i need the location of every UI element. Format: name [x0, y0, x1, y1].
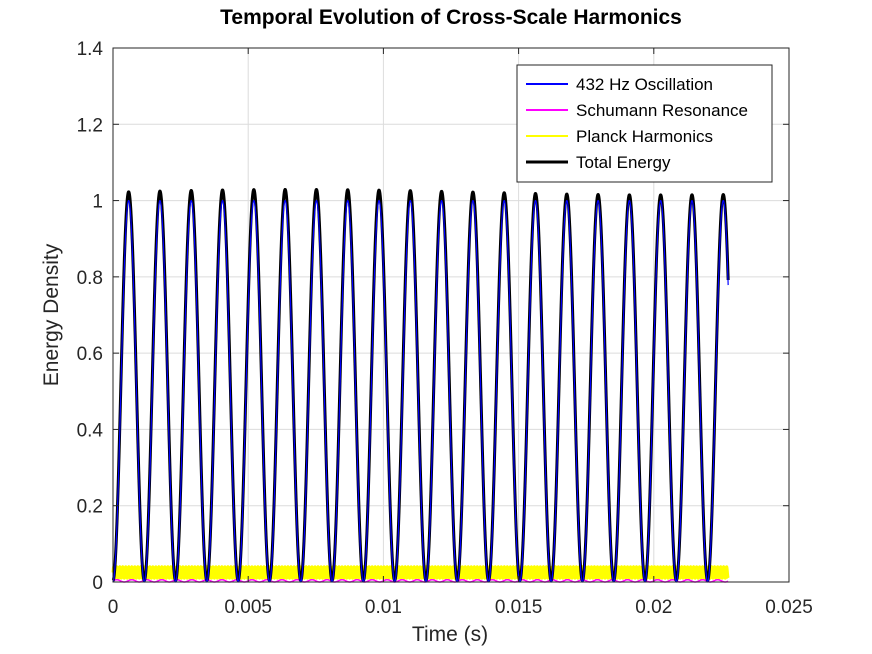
x-tick-label: 0.015 [495, 597, 543, 618]
x-tick-label: 0.01 [365, 597, 402, 618]
y-tick-label: 0.4 [77, 420, 104, 441]
legend-label-432hz: 432 Hz Oscillation [576, 75, 713, 94]
plot-frame [112, 47, 790, 583]
x-tick-label: 0.02 [635, 597, 672, 618]
y-tick-label: 1.4 [77, 39, 104, 60]
y-tick-label: 0.6 [77, 344, 103, 365]
ticks: 0 0.005 0.01 0.015 0.02 0.025 0 0.2 0.4 0.6 0.8 1 1.… [77, 39, 813, 618]
x-tick-label: 0 [108, 597, 119, 618]
y-tick-label: 0.2 [77, 497, 103, 518]
x-tick-label: 0.025 [765, 597, 813, 618]
legend: 432 Hz Oscillation Schumann Resonance Pl… [516, 64, 773, 183]
x-tick-label: 0.005 [224, 597, 272, 618]
series-planck-harmonics [111, 565, 730, 580]
legend-label-total: Total Energy [576, 153, 671, 172]
legend-label-planck: Planck Harmonics [576, 127, 713, 146]
y-tick-label: 1.2 [77, 115, 103, 136]
x-axis-label: Time (s) [412, 623, 488, 646]
y-axis-label: Energy Density [40, 243, 63, 386]
y-tick-label: 0.8 [77, 268, 103, 289]
chart-title: Temporal Evolution of Cross-Scale Harmon… [220, 6, 682, 29]
y-tick-label: 0 [92, 573, 103, 594]
legend-label-schumann: Schumann Resonance [576, 101, 748, 120]
y-tick-label: 1 [92, 192, 103, 213]
series-432hz-oscillation [112, 199, 729, 583]
